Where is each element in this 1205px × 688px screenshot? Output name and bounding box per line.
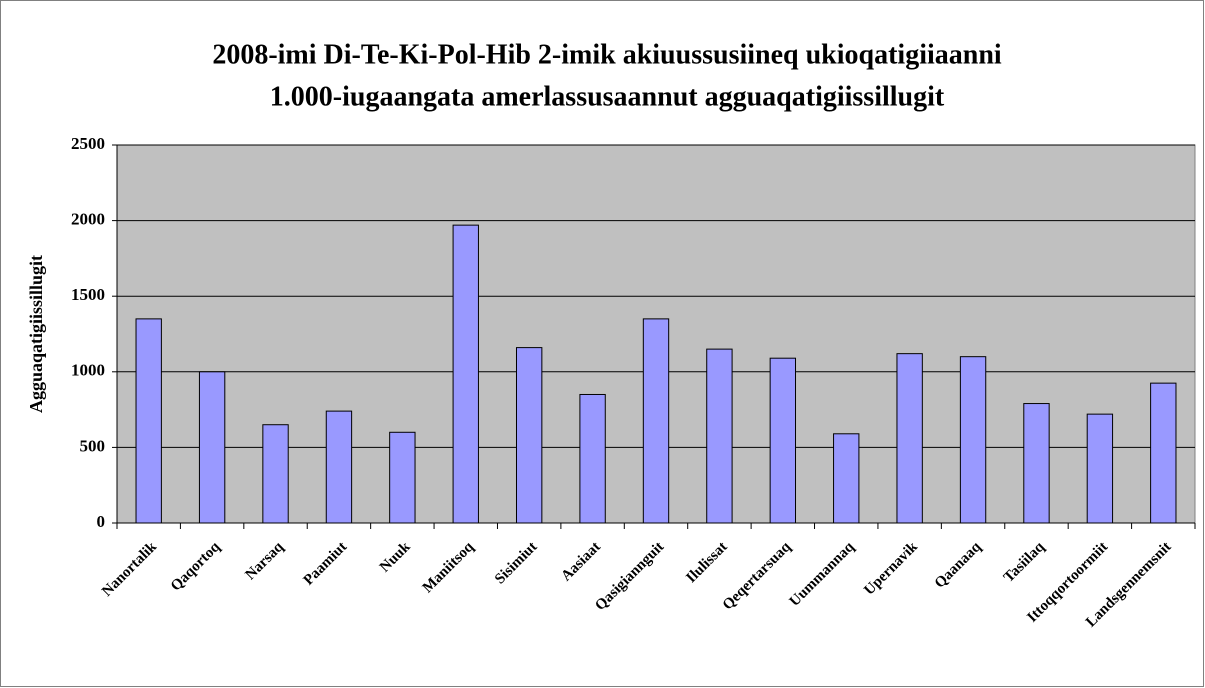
bar <box>325 410 353 524</box>
bar <box>1086 413 1114 524</box>
y-tick-label: 2500 <box>71 134 105 153</box>
bar <box>579 393 606 524</box>
bar <box>452 224 479 524</box>
bar <box>642 318 670 524</box>
chart-title: 1.000-iugaangata amerlassusaannut agguaq… <box>270 81 945 112</box>
bar <box>515 347 543 524</box>
bar <box>1150 382 1177 524</box>
bar <box>959 356 987 524</box>
y-tick-label: 2000 <box>71 210 105 229</box>
bar <box>706 348 733 524</box>
y-axis-label: Agguaqatigiissillugit <box>26 255 46 413</box>
y-tick-label: 1000 <box>71 361 105 380</box>
bar <box>896 353 923 524</box>
bar <box>833 433 860 524</box>
bar <box>389 431 416 524</box>
bar <box>769 357 797 524</box>
bar <box>135 318 162 524</box>
y-tick-label: 1500 <box>71 285 105 304</box>
bar <box>198 371 226 524</box>
bar <box>1023 403 1050 524</box>
chart-title: 2008-imi Di-Te-Ki-Pol-Hib 2-imik akiuuss… <box>212 39 1002 70</box>
bar <box>262 424 289 524</box>
y-tick-label: 500 <box>80 436 106 455</box>
y-tick-label: 0 <box>97 512 106 531</box>
